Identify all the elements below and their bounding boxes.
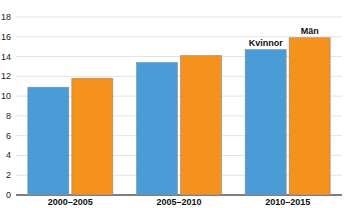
bar [181, 56, 222, 195]
y-tick-label: 0 [6, 190, 11, 200]
labels: Kvinnor Män [249, 26, 319, 48]
y-tick-label: 16 [1, 32, 11, 42]
y-tick-label: 6 [6, 131, 11, 141]
bar [245, 50, 286, 195]
grid-line [16, 17, 342, 18]
y-tick-label: 14 [1, 52, 11, 62]
y-tick-label: 12 [1, 71, 11, 81]
series-label: Kvinnor [249, 38, 283, 48]
x-tick-label: 2000–2005 [48, 197, 93, 207]
series-label: Män [301, 26, 319, 36]
y-tick-label: 10 [1, 91, 11, 101]
y-tick-label: 18 [1, 12, 11, 22]
bars [28, 38, 330, 195]
y-tick-label: 2 [6, 170, 11, 180]
x-tick-label: 2010–2015 [265, 197, 310, 207]
bar [289, 38, 330, 195]
bar [28, 87, 69, 195]
grid-line [16, 36, 342, 37]
bar [137, 62, 178, 195]
x-tick-label: 2005–2010 [156, 197, 201, 207]
y-tick-label: 4 [6, 150, 11, 160]
chart: 0 2 4 6 8 10 12 14 16 18 Kvinnor Män 2000–2005 2005–2… [0, 0, 350, 208]
bar [72, 78, 113, 195]
y-tick-label: 8 [6, 111, 11, 121]
